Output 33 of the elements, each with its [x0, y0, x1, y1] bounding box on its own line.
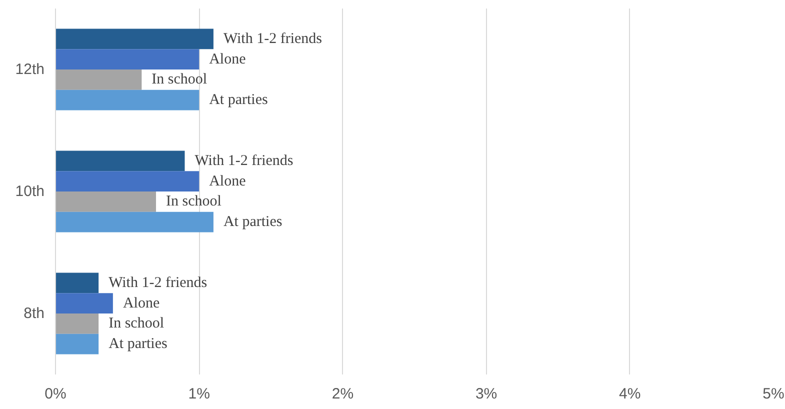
text: In school	[166, 194, 222, 210]
x-tick-label: 2%	[332, 386, 354, 402]
bar	[56, 150, 185, 172]
bar	[56, 334, 99, 354]
text: With 1-2 friends	[108, 274, 208, 291]
x-tick-label: 3%	[475, 386, 498, 402]
text: With 1-2 friends	[194, 152, 294, 169]
bar	[56, 272, 99, 294]
x-tick-label: 4%	[619, 386, 641, 402]
bar	[56, 293, 113, 314]
text: Alone	[209, 173, 246, 190]
bar	[56, 314, 99, 334]
series-label: Alone	[209, 51, 246, 68]
x-tick-label: 5%	[762, 386, 784, 402]
x-tick-label: 1%	[188, 386, 210, 402]
series-label: With 1-2 friends	[223, 30, 322, 47]
y-tick-label: 8th	[24, 305, 45, 322]
series-label: At parties	[209, 92, 268, 108]
series-label: In school	[152, 72, 208, 88]
text: In school	[108, 316, 164, 332]
text: At parties	[223, 214, 282, 230]
x-tick-label: 0%	[44, 386, 66, 402]
bar	[56, 171, 200, 192]
y-tick-label: 10th	[15, 183, 45, 200]
bar	[56, 90, 200, 110]
text: At parties	[108, 336, 168, 352]
bar	[56, 28, 214, 50]
text: Alone	[122, 295, 160, 312]
bar	[56, 212, 214, 232]
bar	[56, 192, 156, 212]
y-tick-label: 12th	[15, 61, 45, 78]
bar	[56, 49, 200, 70]
bar	[56, 70, 142, 90]
